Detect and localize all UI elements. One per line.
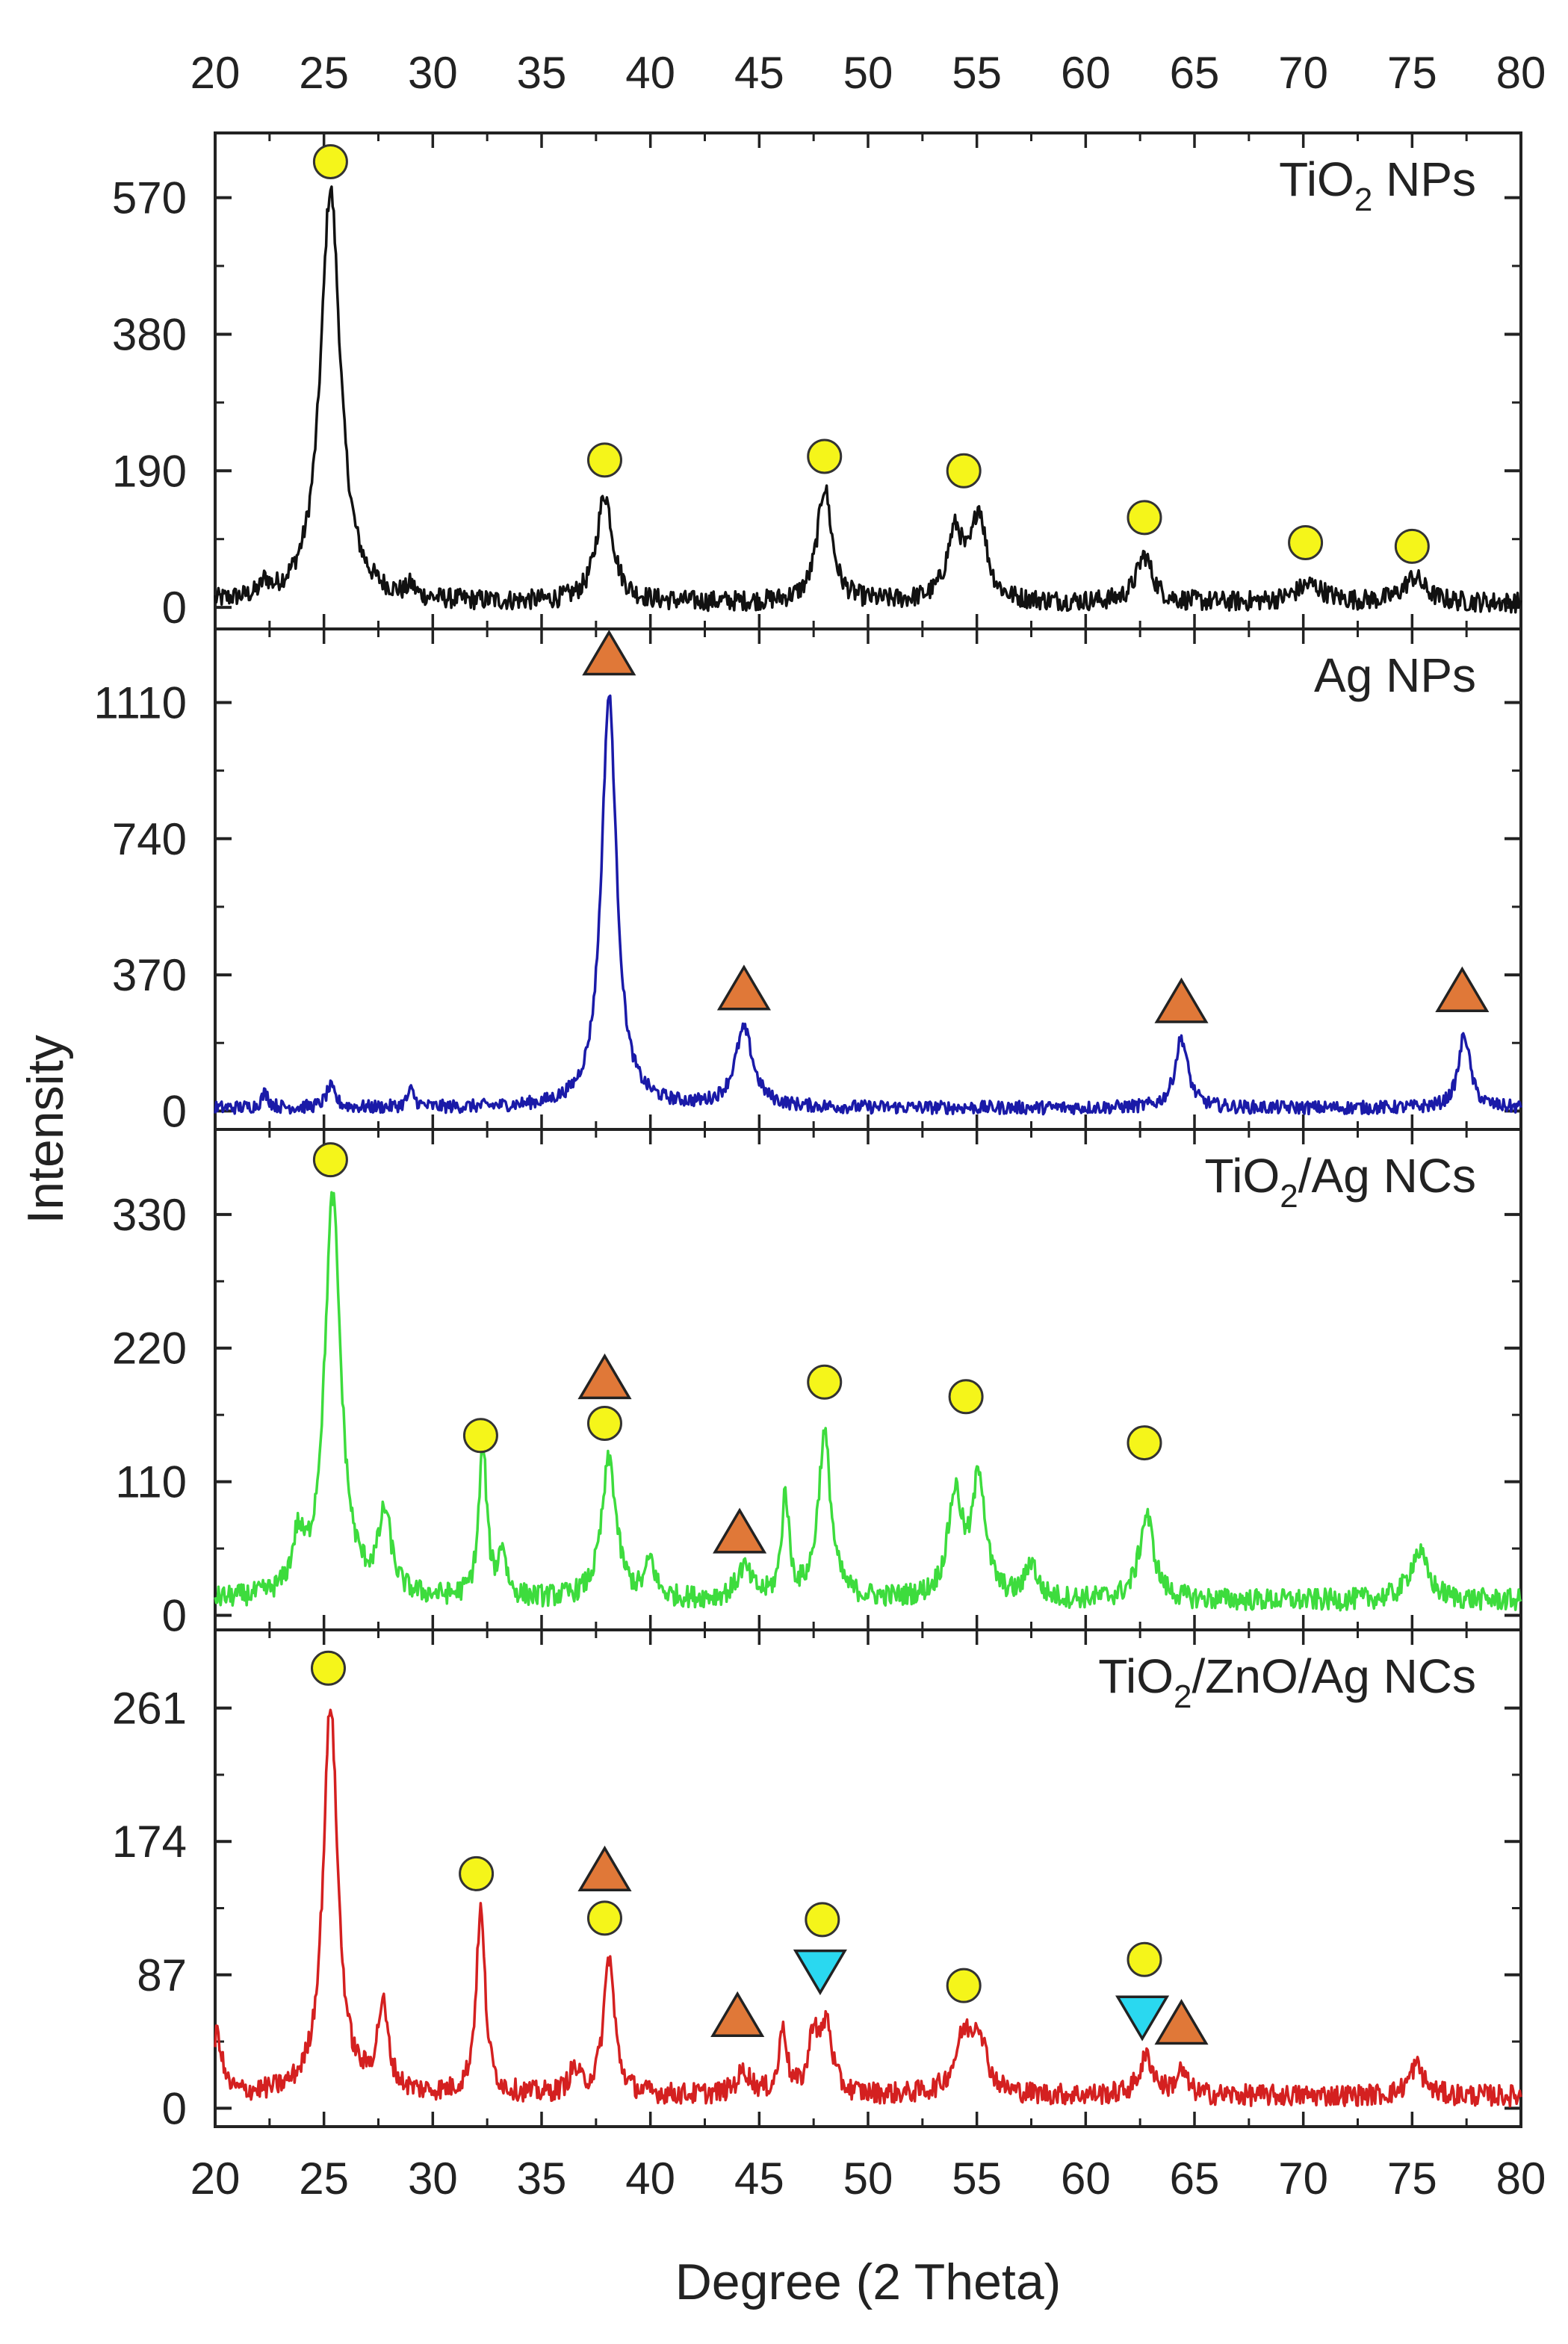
anatase-circle-marker: [1394, 528, 1430, 564]
panel-label: TiO2 NPs: [1279, 152, 1476, 218]
x-tick-label-bottom: 65: [1170, 2154, 1220, 2204]
y-tick-label: 570: [112, 173, 187, 223]
xrd-pattern-line: [214, 1191, 1522, 1612]
y-tick-label: 330: [112, 1190, 187, 1240]
panel-label-subscript: 2: [1354, 182, 1372, 218]
panel-label-main: TiO: [1279, 152, 1354, 206]
anatase-circle-marker: [807, 1364, 843, 1400]
y-tick-label: 261: [112, 1684, 187, 1734]
panel-3: 0 110 220 330 TiO2/Ag NCs: [112, 1128, 1522, 1640]
y-tick-label: 370: [112, 950, 187, 1000]
panel-label-main: Ag NPs: [1314, 648, 1476, 702]
x-tick-label-top: 80: [1496, 48, 1546, 98]
anatase-circle-marker: [462, 1418, 498, 1454]
anatase-circle-marker: [586, 1900, 622, 1936]
x-tick-label-top: 70: [1278, 48, 1328, 98]
y-tick-label: 0: [162, 1590, 187, 1640]
x-tick-label-bottom: 30: [408, 2154, 458, 2204]
silver-triangle-marker: [713, 1507, 767, 1554]
anatase-circle-marker: [310, 1650, 346, 1686]
panel-1: 0 190 380 570 TiO2 NPs: [112, 131, 1522, 633]
panel-label-main: TiO: [1205, 1149, 1280, 1203]
anatase-circle-marker: [586, 442, 622, 478]
zno-triangle-marker: [1115, 1995, 1170, 2041]
x-tick-label-top: 65: [1170, 48, 1220, 98]
x-tick-label-top: 60: [1061, 48, 1111, 98]
x-tick-label-bottom: 25: [299, 2154, 349, 2204]
panel-label-subscript: 2: [1280, 1178, 1298, 1215]
silver-triangle-marker: [582, 630, 636, 676]
x-tick-label-bottom: 70: [1278, 2154, 1328, 2204]
x-tick-label-top: 45: [734, 48, 784, 98]
panel-4: 0 87 174 261 TiO2/ZnO/Ag NCs: [112, 1628, 1522, 2133]
x-tick-label-bottom: 50: [843, 2154, 893, 2204]
y-tick-label: 110: [115, 1457, 187, 1507]
y-tick-label: 190: [112, 446, 187, 496]
x-tick-label-bottom: 80: [1496, 2154, 1546, 2204]
y-tick-label: 1110: [93, 678, 187, 728]
y-tick-label: 0: [162, 2083, 187, 2133]
silver-triangle-marker: [710, 1991, 765, 2037]
y-tick-label: 380: [112, 309, 187, 359]
y-tick-label: 0: [162, 1086, 187, 1136]
silver-triangle-marker: [1435, 966, 1490, 1013]
x-tick-label-top: 25: [299, 48, 349, 98]
xrd-pattern-line: [214, 185, 1522, 614]
x-tick-label-bottom: 75: [1387, 2154, 1437, 2204]
x-tick-label-bottom: 35: [517, 2154, 567, 2204]
x-tick-label-top: 40: [625, 48, 675, 98]
anatase-circle-marker: [807, 438, 843, 474]
silver-triangle-marker: [577, 1353, 632, 1400]
x-tick-label-bottom: 20: [190, 2154, 241, 2204]
panel-label-suffix: /ZnO/Ag NCs: [1192, 1649, 1476, 1703]
silver-triangle-marker: [1154, 977, 1209, 1023]
panel-label-suffix: NPs: [1372, 152, 1476, 206]
anatase-circle-marker: [946, 1968, 982, 2003]
anatase-circle-marker: [805, 1902, 840, 1938]
x-tick-label-top: 75: [1387, 48, 1437, 98]
anatase-circle-marker: [586, 1406, 622, 1442]
anatase-circle-marker: [946, 453, 982, 489]
panel-label-suffix: /Ag NCs: [1298, 1149, 1476, 1203]
x-axis-label: Degree (2 Theta): [675, 2254, 1062, 2310]
anatase-circle-marker: [948, 1379, 984, 1415]
panel-2: 0 370 740 1110 Ag NPs: [93, 627, 1522, 1136]
x-tick-label-bottom: 40: [625, 2154, 675, 2204]
silver-triangle-marker: [1154, 1999, 1209, 2045]
y-tick-label: 220: [112, 1324, 187, 1374]
anatase-circle-marker: [459, 1855, 495, 1891]
y-tick-label: 740: [112, 814, 187, 864]
x-tick-label-top: 35: [517, 48, 567, 98]
silver-triangle-marker: [577, 1845, 632, 1891]
x-tick-label-top: 20: [190, 48, 241, 98]
y-tick-label: 174: [112, 1817, 187, 1867]
anatase-circle-marker: [312, 1142, 348, 1178]
y-tick-label: 0: [162, 583, 187, 633]
anatase-circle-marker: [1127, 1425, 1162, 1461]
xrd-pattern-line: [214, 1708, 1522, 2108]
anatase-circle-marker: [312, 143, 348, 179]
xrd-pattern-line: [214, 694, 1522, 1116]
x-tick-label-top: 30: [408, 48, 458, 98]
panel-label: TiO2/Ag NCs: [1205, 1149, 1476, 1215]
anatase-circle-marker: [1288, 525, 1324, 561]
x-tick-label-top: 55: [952, 48, 1002, 98]
x-tick-label-bottom: 60: [1061, 2154, 1111, 2204]
panel-label-subscript: 2: [1174, 1678, 1192, 1715]
x-tick-label-bottom: 55: [952, 2154, 1002, 2204]
zno-triangle-marker: [793, 1949, 847, 1996]
silver-triangle-marker: [716, 964, 772, 1011]
y-axis-label: Intensity: [17, 1035, 74, 1224]
x-tick-label-top: 50: [843, 48, 893, 98]
panel-label: Ag NPs: [1314, 648, 1476, 702]
panel-label: TiO2/ZnO/Ag NCs: [1098, 1649, 1476, 1715]
anatase-circle-marker: [1127, 1941, 1162, 1977]
y-tick-label: 87: [137, 1950, 187, 2000]
x-tick-label-bottom: 45: [734, 2154, 784, 2204]
panel-label-main: TiO: [1098, 1649, 1174, 1703]
anatase-circle-marker: [1127, 500, 1162, 536]
